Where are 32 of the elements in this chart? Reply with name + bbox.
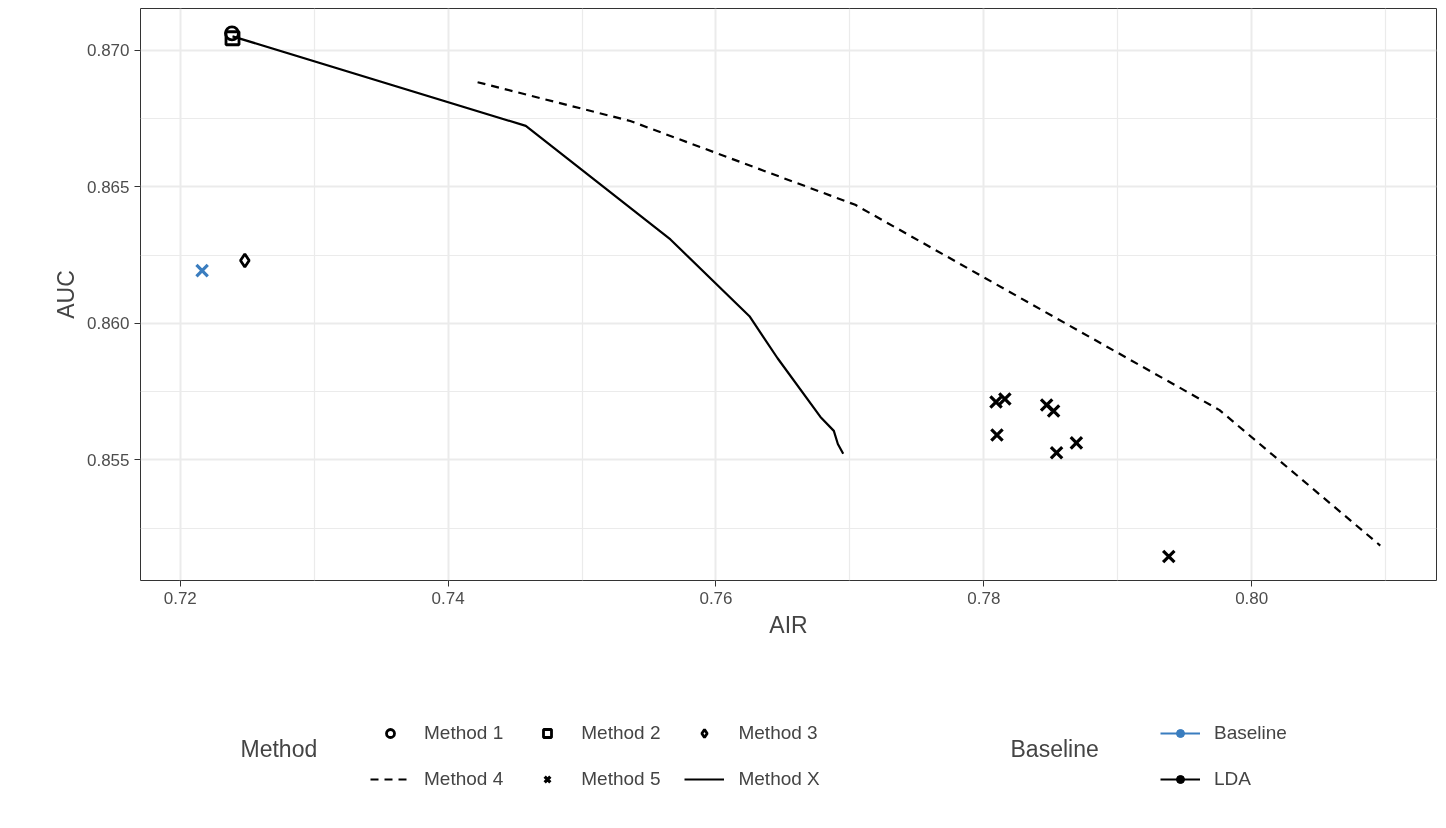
point <box>224 30 241 47</box>
y-tick-label: 0.860 <box>86 314 130 334</box>
y-tick-label: 0.865 <box>86 177 130 197</box>
y-axis-title: AUC <box>52 270 79 319</box>
point <box>1046 403 1061 419</box>
point <box>989 427 1005 443</box>
legend-label: Method X <box>738 768 820 790</box>
point <box>1161 549 1177 564</box>
y-tick-label: 0.870 <box>86 41 130 61</box>
legend-label: Baseline <box>1214 722 1287 744</box>
x-tick-label: 0.72 <box>163 588 197 608</box>
legend-label: Method 5 <box>581 768 661 790</box>
x-tick-label: 0.76 <box>699 588 733 608</box>
point <box>224 25 240 42</box>
point <box>194 263 210 278</box>
y-tick-label: 0.855 <box>86 450 130 470</box>
x-tick-label: 0.80 <box>1235 588 1269 608</box>
legend-title: Method <box>240 735 318 762</box>
legend-label: Method 1 <box>424 722 504 744</box>
point <box>1039 397 1054 413</box>
legend-label: Method 2 <box>581 722 661 744</box>
text: LDA <box>1214 768 1251 790</box>
x-tick-label: 0.78 <box>967 588 1001 608</box>
x-axis-title: AIR <box>769 611 808 638</box>
x-tick-label: 0.74 <box>431 588 465 608</box>
legend-label: Method 4 <box>424 768 504 790</box>
legend-label: Method 3 <box>738 722 818 744</box>
line-series <box>476 81 1382 547</box>
point <box>239 252 251 269</box>
point <box>1069 435 1084 451</box>
point <box>1049 445 1064 460</box>
text: Baseline <box>1010 735 1099 762</box>
